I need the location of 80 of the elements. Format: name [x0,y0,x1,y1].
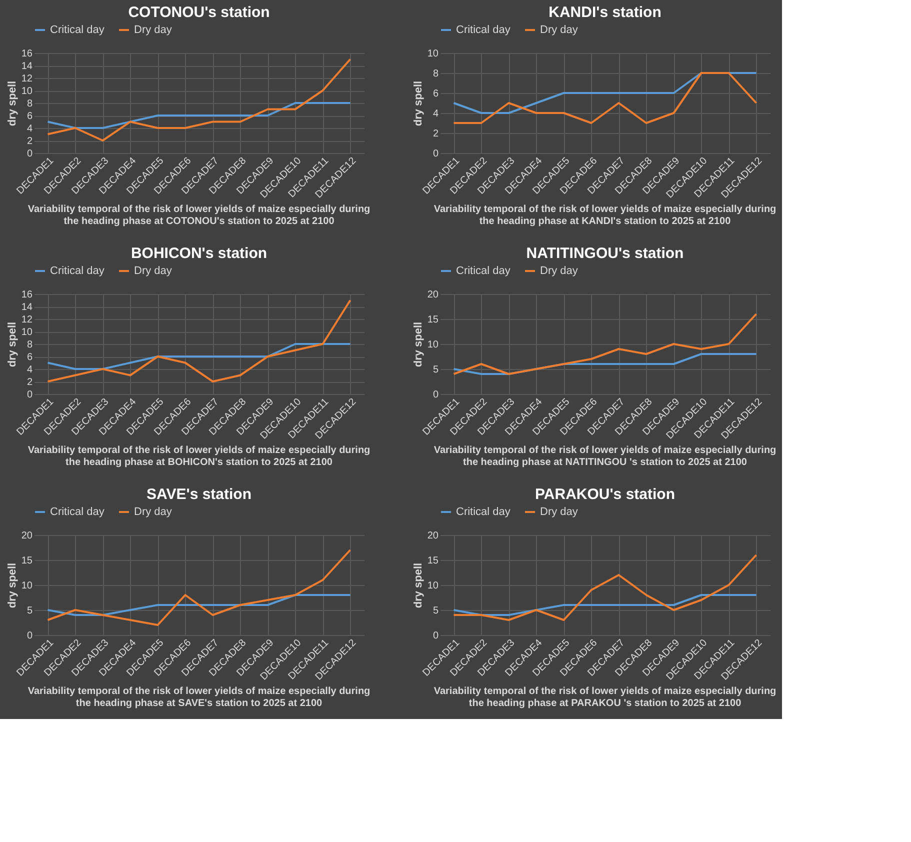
legend-label: Dry day [134,24,172,36]
y-tick-label: 16 [21,48,33,60]
chart-title: COTONOU's station [128,4,270,21]
line-series [452,594,758,616]
legend-label: Critical day [456,506,511,518]
y-tick-label: 0 [432,630,439,642]
legend-label: Dry day [540,506,578,518]
chart-title: PARAKOU's station [535,486,675,503]
y-tick-label: 4 [432,108,439,120]
line-series [46,343,352,370]
y-tick-label: 20 [427,530,439,542]
line-series [46,102,352,129]
y-axis-title: dry spell [412,322,424,368]
y-axis-title: dry spell [412,562,424,608]
y-tick-label: 0 [26,390,33,400]
y-tick-label: 10 [427,48,439,60]
y-tick-label: 15 [427,314,439,326]
line-series [46,594,352,616]
y-tick-label: 0 [432,148,439,160]
legend-label: Dry day [540,24,578,36]
y-tick-label: 16 [21,290,33,300]
legend-label: Critical day [456,265,511,277]
line-series [452,72,758,124]
text: Variability temporal of the risk of lower yields of maize especially during the heading phase at PARAKOU 's station to 2025 at 2100 [434,686,776,709]
y-axis-title: dry spell [6,322,18,368]
text: Variability temporal of the risk of lower yields of maize especially during the heading phase at BOHICON's station to 2025 at 2100 [28,445,370,468]
y-tick-label: 6 [26,352,33,363]
line-series [452,554,758,621]
line-series [46,299,352,382]
y-tick-label: 5 [432,364,439,376]
text: Variability temporal of the risk of lower yields of maize especially during the heading phase at KANDI's station to 2025 at 2100 [434,204,776,227]
text: Variability temporal of the risk of lower yields of maize especially during the heading phase at NATITINGOU 's station to 2025 at 2100 [434,445,776,468]
y-axis-title: dry spell [6,562,18,608]
line-series [46,549,352,626]
y-tick-label: 4 [26,124,33,134]
y-tick-label: 2 [26,377,33,388]
chart-title: BOHICON's station [130,245,268,262]
y-tick-label: 20 [427,290,439,300]
y-tick-label: 8 [432,68,439,80]
legend-label: Critical day [50,506,105,518]
legend-label: Dry day [134,506,172,518]
text: Variability temporal of the risk of lower yields of maize especially during the heading phase at SAVE's station to 2025 at 2100 [28,686,370,709]
y-tick-label: 6 [26,111,33,122]
y-tick-label: 4 [26,364,33,376]
legend-label: Dry day [134,265,172,277]
chart-title: NATITINGOU's station [526,245,684,262]
y-tick-label: 20 [21,530,33,542]
y-tick-label: 14 [21,61,33,72]
y-tick-label: 2 [432,128,439,140]
line-series [46,58,352,142]
y-tick-label: 8 [26,98,33,110]
y-tick-label: 12 [21,74,33,84]
y-tick-label: 10 [427,340,439,350]
text: Variability temporal of the risk of lower yields of maize especially during the heading phase at COTONOU's station to 2025 at 2100 [28,204,370,227]
y-tick-label: 15 [21,556,33,566]
y-tick-label: 12 [21,314,33,326]
y-axis-title: dry spell [6,80,18,126]
y-tick-label: 14 [21,302,33,313]
y-tick-label: 15 [427,556,439,566]
y-tick-label: 6 [432,88,439,100]
y-tick-label: 8 [26,340,33,350]
y-tick-label: 0 [26,630,33,642]
line-series [452,313,758,375]
y-tick-label: 0 [26,148,33,160]
legend-label: Critical day [50,265,105,277]
y-tick-label: 0 [432,390,439,400]
y-tick-label: 5 [26,606,33,616]
y-tick-label: 10 [21,580,33,592]
y-tick-label: 10 [21,86,33,97]
legend-label: Critical day [50,24,105,36]
y-tick-label: 5 [432,606,439,616]
y-tick-label: 2 [26,136,33,147]
legend-label: Critical day [456,24,511,36]
y-tick-label: 10 [21,327,33,338]
chart-title: KANDI's station [548,4,662,21]
y-tick-label: 10 [427,580,439,592]
chart-title: SAVE's station [146,486,252,503]
y-axis-title: dry spell [412,80,424,126]
line-series [452,72,758,114]
legend-label: Dry day [540,265,578,277]
